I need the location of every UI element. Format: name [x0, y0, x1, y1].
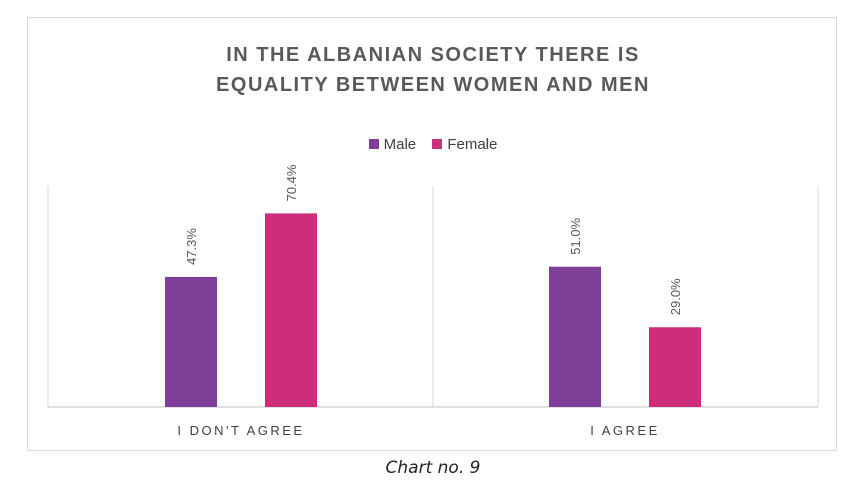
x-tick-label-0: I DON'T AGREE: [177, 423, 304, 438]
legend-swatch-female: [432, 139, 443, 149]
data-label-male-0: 47.3%: [184, 228, 199, 265]
chart-legend: Male Female: [28, 136, 838, 153]
bar-female-1: [649, 327, 701, 407]
chart-frame: IN THE ALBANIAN SOCIETY THERE IS EQUALIT…: [27, 17, 837, 451]
legend-label-female: Female: [447, 136, 498, 153]
data-label-female-1: 29.0%: [668, 278, 683, 315]
legend-item-male: Male: [368, 136, 417, 153]
bar-female-0: [265, 213, 317, 407]
chart-title-line-1: IN THE ALBANIAN SOCIETY THERE IS: [226, 44, 640, 66]
chart-title-line-2: EQUALITY BETWEEN WOMEN AND MEN: [216, 74, 650, 96]
chart-caption: Chart no. 9: [385, 458, 481, 478]
legend-item-female: Female: [432, 136, 497, 153]
data-label-female-0: 70.4%: [284, 164, 299, 201]
bar-male-0: [165, 276, 217, 407]
bar-male-1: [549, 266, 601, 407]
chart-title: IN THE ALBANIAN SOCIETY THERE IS EQUALIT…: [28, 40, 838, 100]
x-tick-label-1: I AGREE: [590, 423, 660, 438]
legend-swatch-male: [368, 139, 379, 149]
legend-label-male: Male: [383, 136, 417, 153]
data-label-male-1: 51.0%: [568, 217, 583, 254]
